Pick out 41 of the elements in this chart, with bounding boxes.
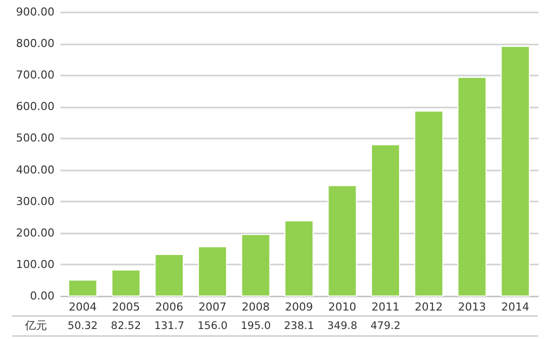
data-label: 82.52 — [110, 320, 141, 332]
bar — [198, 246, 228, 296]
x-tick-label: 2004 — [68, 300, 97, 314]
bar — [284, 220, 314, 296]
y-tick-label: 200.00 — [16, 226, 54, 240]
x-tick-label: 2008 — [242, 300, 270, 314]
bar — [500, 46, 530, 296]
data-label: 156.0 — [197, 320, 228, 332]
y-tick-label: 300.00 — [16, 194, 54, 208]
data-label: 195.0 — [240, 320, 271, 332]
y-tick-label: 700.00 — [16, 68, 54, 82]
y-tick-label: 900.00 — [16, 6, 54, 18]
data-label: 349.8 — [327, 320, 358, 332]
x-tick-label: 2007 — [198, 300, 226, 314]
bar — [328, 185, 357, 296]
bar — [68, 280, 98, 296]
y-axis-title: 亿元 — [24, 319, 47, 332]
y-tick-label: 0.00 — [30, 290, 54, 302]
bar — [457, 76, 487, 296]
data-label: 131.7 — [154, 320, 184, 332]
bar — [414, 110, 444, 296]
x-tick-label: 2010 — [328, 300, 356, 314]
y-tick-label: 500.00 — [16, 132, 54, 145]
bar — [111, 269, 141, 296]
bar — [241, 234, 270, 296]
x-tick-label: 2012 — [414, 300, 443, 314]
x-tick-label: 2013 — [458, 300, 486, 314]
y-tick-label: 600.00 — [16, 100, 54, 114]
x-tick-label: 2014 — [501, 300, 530, 314]
bar — [154, 254, 184, 296]
bar — [370, 144, 400, 296]
x-tick-label: 2006 — [155, 300, 184, 314]
x-tick-label: 2011 — [372, 300, 400, 314]
data-label: 50.32 — [68, 320, 98, 332]
x-tick-label: 2009 — [285, 300, 313, 314]
y-tick-label: 400.00 — [16, 163, 54, 176]
x-tick-label: 2005 — [112, 300, 140, 314]
data-label: 238.1 — [284, 320, 314, 332]
y-tick-label: 100.00 — [16, 258, 54, 271]
y-tick-label: 800.00 — [16, 37, 54, 50]
data-label: 479.2 — [370, 320, 401, 332]
